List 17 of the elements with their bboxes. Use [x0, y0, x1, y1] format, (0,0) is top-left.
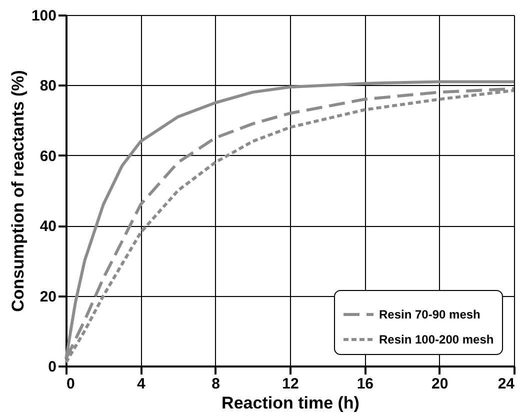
y-tick-label: 100 [31, 8, 56, 24]
x-tick-label: 12 [282, 376, 299, 392]
y-axis-title: Consumption of reactants (%) [8, 70, 28, 312]
y-tick-label: 60 [40, 148, 56, 165]
x-tick-label: 20 [431, 376, 448, 392]
y-tick-label: 20 [40, 288, 56, 306]
x-tick-label: 4 [136, 376, 146, 392]
x-tick-label: 8 [212, 376, 220, 392]
x-axis-title: Reaction time (h) [222, 394, 360, 412]
x-tick-label: 16 [356, 376, 374, 392]
y-tick-label: 80 [40, 78, 56, 95]
x-tick-label: 0 [66, 376, 75, 392]
legend-label: Resin 70-90 mesh [379, 308, 480, 322]
y-tick-label: 0 [48, 358, 56, 376]
x-tick-label: 24 [498, 376, 516, 392]
y-tick-label: 40 [40, 218, 56, 236]
legend-label: Resin 100-200 mesh [379, 332, 494, 346]
